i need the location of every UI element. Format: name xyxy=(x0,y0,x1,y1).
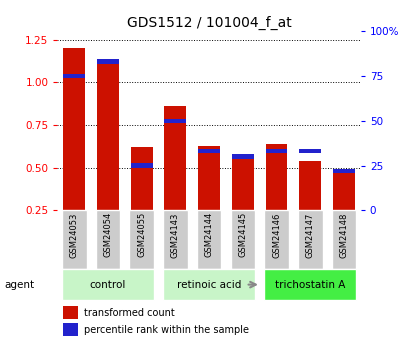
Text: agent: agent xyxy=(4,280,34,289)
Bar xyxy=(332,169,354,173)
Bar xyxy=(63,48,85,210)
Bar xyxy=(63,323,78,336)
Text: retinoic acid: retinoic acid xyxy=(176,280,241,289)
Text: GSM24143: GSM24143 xyxy=(171,212,180,258)
Bar xyxy=(231,155,253,159)
Bar xyxy=(164,119,186,123)
Text: GSM24054: GSM24054 xyxy=(103,212,112,257)
Text: control: control xyxy=(90,280,126,289)
Bar xyxy=(97,60,119,210)
Bar xyxy=(299,149,320,154)
Bar xyxy=(198,149,220,154)
Bar xyxy=(198,146,220,210)
Bar xyxy=(231,156,253,210)
Bar xyxy=(263,269,355,300)
Text: trichostatin A: trichostatin A xyxy=(274,280,344,289)
Bar xyxy=(265,149,287,154)
Bar xyxy=(130,164,152,168)
Text: GSM24145: GSM24145 xyxy=(238,212,247,257)
Bar xyxy=(97,59,119,64)
Bar xyxy=(297,210,322,269)
Bar xyxy=(62,269,154,300)
Bar xyxy=(130,147,152,210)
Text: GSM24144: GSM24144 xyxy=(204,212,213,257)
Bar xyxy=(164,106,186,210)
Text: GSM24147: GSM24147 xyxy=(305,212,314,258)
Bar xyxy=(299,161,320,210)
Bar xyxy=(265,144,287,210)
Text: percentile rank within the sample: percentile rank within the sample xyxy=(84,325,249,335)
Bar xyxy=(163,210,187,269)
Bar xyxy=(63,306,78,319)
Bar xyxy=(230,210,254,269)
Bar xyxy=(263,210,288,269)
Title: GDS1512 / 101004_f_at: GDS1512 / 101004_f_at xyxy=(126,16,291,30)
Text: GSM24148: GSM24148 xyxy=(339,212,348,258)
Bar xyxy=(63,74,85,78)
Text: GSM24053: GSM24053 xyxy=(70,212,79,258)
Bar xyxy=(196,210,221,269)
Text: GSM24055: GSM24055 xyxy=(137,212,146,257)
Bar xyxy=(332,173,354,210)
Bar xyxy=(163,269,254,300)
Bar xyxy=(62,210,86,269)
Bar xyxy=(129,210,154,269)
Text: GSM24146: GSM24146 xyxy=(271,212,280,258)
Text: transformed count: transformed count xyxy=(84,308,174,318)
Bar xyxy=(95,210,120,269)
Bar xyxy=(331,210,355,269)
